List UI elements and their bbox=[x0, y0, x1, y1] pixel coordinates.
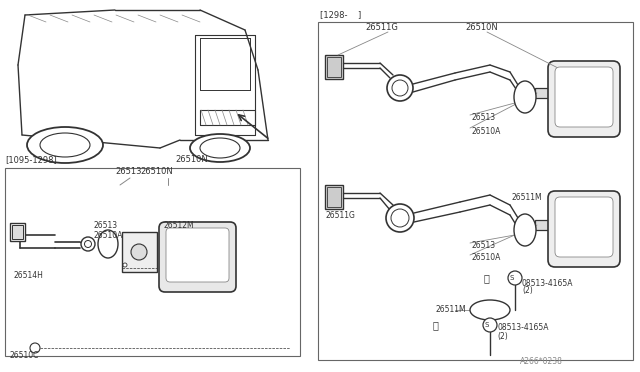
Text: Ⓢ: Ⓢ bbox=[432, 320, 438, 330]
Text: 26510A: 26510A bbox=[93, 231, 122, 240]
Circle shape bbox=[391, 209, 409, 227]
Text: 26513: 26513 bbox=[472, 113, 496, 122]
Circle shape bbox=[123, 263, 127, 267]
Bar bbox=[535, 220, 549, 230]
Circle shape bbox=[81, 237, 95, 251]
Ellipse shape bbox=[190, 134, 250, 162]
Ellipse shape bbox=[200, 138, 240, 158]
FancyBboxPatch shape bbox=[159, 222, 236, 292]
Bar bbox=[12, 225, 23, 239]
Bar bbox=[549, 91, 553, 96]
Text: 26511G: 26511G bbox=[365, 23, 398, 32]
Bar bbox=[5, 168, 300, 356]
Circle shape bbox=[392, 80, 408, 96]
Text: 26513: 26513 bbox=[115, 167, 141, 176]
Bar bbox=[10, 223, 25, 241]
Ellipse shape bbox=[470, 300, 510, 320]
Bar bbox=[318, 22, 633, 360]
Bar bbox=[122, 232, 157, 272]
Text: 26512M: 26512M bbox=[163, 221, 194, 230]
Text: 26511M: 26511M bbox=[512, 193, 543, 202]
Text: 26510N: 26510N bbox=[175, 155, 208, 164]
Bar bbox=[549, 223, 553, 228]
Text: (2): (2) bbox=[522, 286, 532, 295]
Text: S: S bbox=[510, 275, 514, 281]
Text: A266*0238: A266*0238 bbox=[520, 357, 563, 366]
Text: 26510N: 26510N bbox=[465, 23, 498, 32]
Ellipse shape bbox=[27, 127, 103, 163]
Ellipse shape bbox=[514, 81, 536, 113]
Bar bbox=[325, 185, 343, 209]
Text: 08513-4165A: 08513-4165A bbox=[497, 324, 548, 333]
Bar bbox=[535, 88, 549, 98]
Text: [1095-1298]: [1095-1298] bbox=[5, 155, 57, 164]
Text: 26514H: 26514H bbox=[13, 270, 43, 279]
Bar bbox=[327, 187, 341, 207]
Text: Ⓢ: Ⓢ bbox=[483, 273, 489, 283]
Text: 26510C: 26510C bbox=[10, 350, 40, 359]
Circle shape bbox=[386, 204, 414, 232]
Text: [1298-    ]: [1298- ] bbox=[320, 10, 361, 19]
Text: 08513-4165A: 08513-4165A bbox=[522, 279, 573, 288]
Text: S: S bbox=[485, 322, 489, 328]
Text: 26513: 26513 bbox=[93, 221, 117, 230]
Ellipse shape bbox=[514, 214, 536, 246]
Bar bbox=[325, 55, 343, 79]
Circle shape bbox=[30, 343, 40, 353]
Text: 26510N: 26510N bbox=[140, 167, 173, 176]
Text: 26510A: 26510A bbox=[472, 126, 501, 135]
Circle shape bbox=[508, 271, 522, 285]
Ellipse shape bbox=[40, 133, 90, 157]
Text: 26511G: 26511G bbox=[325, 211, 355, 219]
Circle shape bbox=[387, 75, 413, 101]
FancyBboxPatch shape bbox=[555, 197, 613, 257]
Text: 26513: 26513 bbox=[472, 241, 496, 250]
Text: 26510A: 26510A bbox=[472, 253, 501, 262]
Circle shape bbox=[131, 244, 147, 260]
Circle shape bbox=[483, 318, 497, 332]
FancyBboxPatch shape bbox=[548, 61, 620, 137]
FancyBboxPatch shape bbox=[548, 191, 620, 267]
FancyBboxPatch shape bbox=[166, 228, 229, 282]
Circle shape bbox=[84, 241, 92, 247]
Text: 26511M: 26511M bbox=[435, 305, 466, 314]
Bar bbox=[327, 57, 341, 77]
FancyBboxPatch shape bbox=[555, 67, 613, 127]
Ellipse shape bbox=[98, 230, 118, 258]
Text: (2): (2) bbox=[497, 333, 508, 341]
